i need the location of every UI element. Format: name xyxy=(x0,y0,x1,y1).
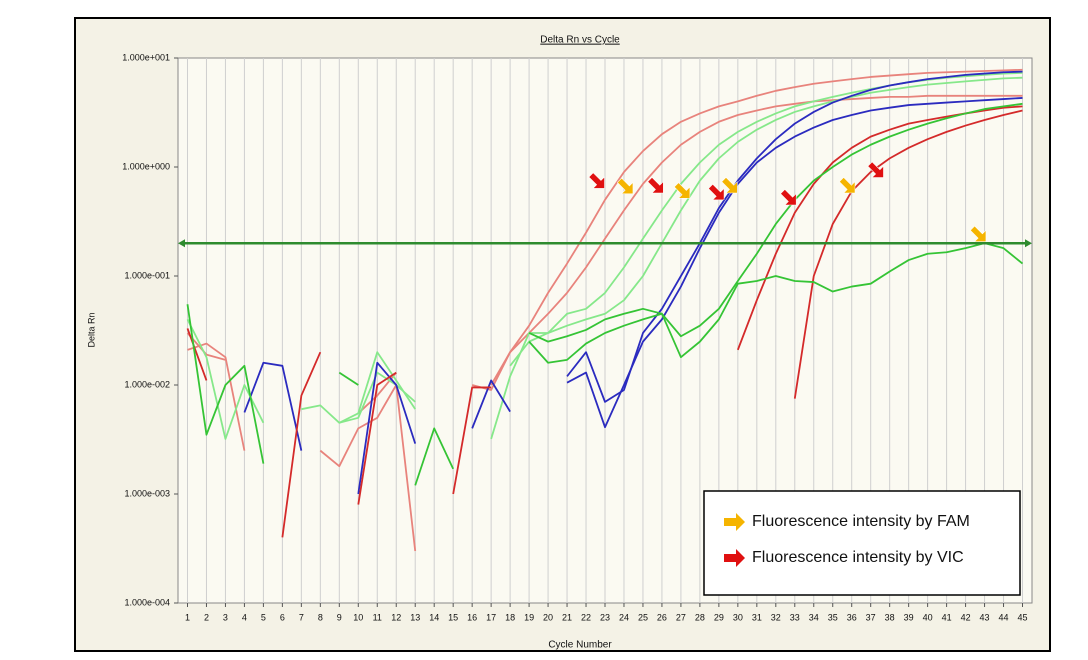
x-tick-label: 26 xyxy=(657,612,667,622)
x-tick-label: 21 xyxy=(562,612,572,622)
x-tick-label: 14 xyxy=(429,612,439,622)
annotation-arrow xyxy=(780,189,797,206)
x-tick-label: 41 xyxy=(942,612,952,622)
chart-title: Delta Rn vs Cycle xyxy=(540,35,620,46)
x-tick-label: 16 xyxy=(467,612,477,622)
x-tick-label: 13 xyxy=(410,612,420,622)
data-line xyxy=(357,97,1023,495)
x-tick-label: 23 xyxy=(600,612,610,622)
annotation-arrow xyxy=(839,177,856,194)
annotation-arrow xyxy=(867,161,884,178)
legend-arrow xyxy=(724,549,745,567)
data-line xyxy=(186,242,1024,486)
legend-arrow xyxy=(724,513,745,531)
x-tick-label: 18 xyxy=(505,612,515,622)
x-tick-label: 9 xyxy=(337,612,342,622)
x-tick-label: 4 xyxy=(242,612,247,622)
x-tick-label: 45 xyxy=(1018,612,1028,622)
x-axis-label: Cycle Number xyxy=(548,640,612,651)
y-tick-label: 1.000e+001 xyxy=(122,52,170,62)
y-tick-label: 1.000e-002 xyxy=(124,379,170,389)
x-tick-label: 33 xyxy=(790,612,800,622)
x-tick-label: 25 xyxy=(638,612,648,622)
data-line xyxy=(452,109,1023,495)
x-tick-label: 36 xyxy=(847,612,857,622)
x-tick-label: 32 xyxy=(771,612,781,622)
x-tick-label: 27 xyxy=(676,612,686,622)
y-tick-label: 1.000e-004 xyxy=(124,597,170,607)
x-tick-label: 11 xyxy=(373,612,382,622)
x-tick-label: 28 xyxy=(695,612,705,622)
annotation-arrow xyxy=(617,177,634,194)
x-tick-label: 22 xyxy=(581,612,591,622)
data-line xyxy=(528,102,1023,343)
legend-box xyxy=(703,490,1021,596)
data-line xyxy=(338,76,1023,440)
x-tick-label: 20 xyxy=(543,612,553,622)
annotation-arrow xyxy=(673,182,691,199)
threshold-arrowhead xyxy=(1025,239,1032,248)
x-tick-label: 40 xyxy=(923,612,933,622)
x-tick-label: 44 xyxy=(999,612,1009,622)
annotation-arrow xyxy=(647,177,664,194)
x-tick-label: 7 xyxy=(299,612,304,622)
annotation-arrow xyxy=(721,177,738,194)
x-tick-label: 12 xyxy=(391,612,401,622)
annotation-arrow xyxy=(970,225,987,242)
x-tick-label: 8 xyxy=(318,612,323,622)
x-tick-label: 17 xyxy=(486,612,496,622)
x-tick-label: 1 xyxy=(185,612,190,622)
y-tick-label: 1.000e-001 xyxy=(124,270,170,280)
x-tick-label: 43 xyxy=(980,612,990,622)
x-tick-label: 30 xyxy=(733,612,743,622)
x-tick-label: 35 xyxy=(828,612,838,622)
x-tick-label: 38 xyxy=(885,612,895,622)
x-tick-label: 5 xyxy=(261,612,266,622)
x-tick-label: 2 xyxy=(204,612,209,622)
x-tick-label: 37 xyxy=(866,612,876,622)
legend-label: Fluorescence intensity by VIC xyxy=(752,549,964,566)
y-axis-label: Delta Rn xyxy=(86,312,96,347)
legend-label: Fluorescence intensity by FAM xyxy=(752,513,970,530)
x-tick-label: 19 xyxy=(524,612,534,622)
data-line xyxy=(186,105,1023,538)
x-tick-label: 42 xyxy=(961,612,971,622)
x-tick-label: 24 xyxy=(619,612,629,622)
y-tick-label: 1.000e+000 xyxy=(122,161,170,171)
x-tick-label: 29 xyxy=(714,612,724,622)
x-tick-label: 6 xyxy=(280,612,285,622)
data-line xyxy=(243,70,1023,451)
x-tick-label: 31 xyxy=(752,612,762,622)
threshold-arrowhead xyxy=(178,239,185,248)
y-tick-label: 1.000e-003 xyxy=(124,488,170,498)
x-tick-label: 34 xyxy=(809,612,819,622)
x-tick-label: 15 xyxy=(448,612,458,622)
annotation-arrow xyxy=(588,172,605,189)
x-tick-label: 10 xyxy=(353,612,363,622)
x-tick-label: 3 xyxy=(223,612,228,622)
annotation-arrow xyxy=(708,183,725,201)
x-tick-label: 39 xyxy=(904,612,914,622)
